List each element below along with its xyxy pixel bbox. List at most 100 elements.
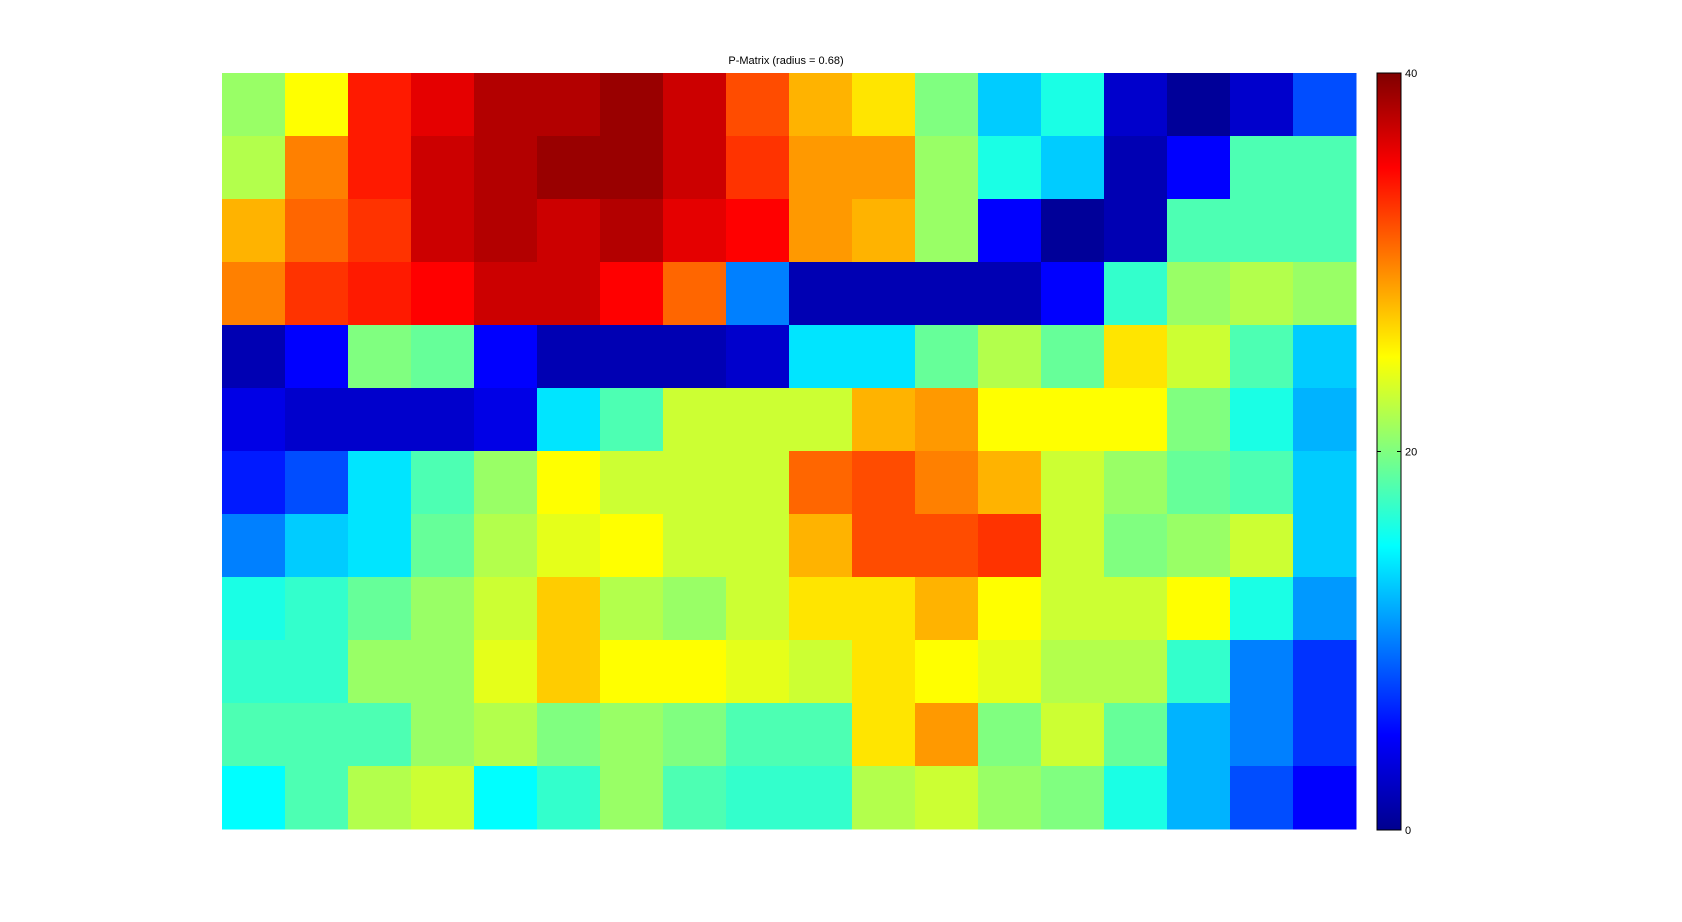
heatmap-cell bbox=[915, 262, 979, 326]
heatmap-cell bbox=[915, 73, 979, 137]
heatmap-cell bbox=[1230, 577, 1294, 641]
heatmap-cell bbox=[222, 388, 286, 452]
heatmap-cell bbox=[852, 325, 916, 389]
heatmap-cell bbox=[600, 388, 664, 452]
heatmap-cell bbox=[1167, 703, 1231, 767]
heatmap-cell bbox=[600, 73, 664, 137]
heatmap-cell bbox=[537, 73, 601, 137]
heatmap-cell bbox=[1041, 136, 1105, 200]
heatmap-cell bbox=[663, 640, 727, 704]
heatmap-cell bbox=[222, 577, 286, 641]
heatmap-cell bbox=[222, 703, 286, 767]
heatmap-cell bbox=[348, 514, 412, 578]
heatmap-cell bbox=[1104, 388, 1168, 452]
heatmap-cell bbox=[1041, 199, 1105, 263]
heatmap-cell bbox=[726, 199, 790, 263]
heatmap-cell bbox=[1104, 766, 1168, 830]
heatmap-cell bbox=[663, 388, 727, 452]
heatmap-cell bbox=[915, 451, 979, 515]
heatmap-cell bbox=[852, 640, 916, 704]
heatmap-cell bbox=[1230, 766, 1294, 830]
heatmap-cell bbox=[474, 136, 538, 200]
heatmap-cell bbox=[726, 703, 790, 767]
heatmap-cell bbox=[978, 514, 1042, 578]
heatmap-cell bbox=[1230, 262, 1294, 326]
heatmap-cell bbox=[789, 514, 853, 578]
colorbar-tick-label: 0 bbox=[1405, 825, 1411, 837]
heatmap-cell bbox=[285, 388, 349, 452]
heatmap-cell bbox=[726, 766, 790, 830]
heatmap-cell bbox=[600, 766, 664, 830]
heatmap-cell bbox=[348, 451, 412, 515]
heatmap-cell bbox=[1167, 325, 1231, 389]
heatmap-cell bbox=[348, 73, 412, 137]
heatmap-cell bbox=[789, 136, 853, 200]
heatmap-cell bbox=[726, 577, 790, 641]
heatmap-cell bbox=[600, 136, 664, 200]
heatmap-cell bbox=[474, 640, 538, 704]
heatmap-cell bbox=[1041, 703, 1105, 767]
heatmap-cell bbox=[600, 514, 664, 578]
heatmap-cell bbox=[1041, 766, 1105, 830]
heatmap-cell bbox=[222, 451, 286, 515]
heatmap-cell bbox=[600, 325, 664, 389]
heatmap-cell bbox=[789, 577, 853, 641]
heatmap-cell bbox=[789, 640, 853, 704]
heatmap-cell bbox=[726, 388, 790, 452]
heatmap-cell bbox=[978, 388, 1042, 452]
heatmap-cell bbox=[1167, 388, 1231, 452]
heatmap-cell bbox=[1293, 766, 1357, 830]
heatmap-cell bbox=[1167, 136, 1231, 200]
heatmap-cell bbox=[600, 199, 664, 263]
heatmap-cell bbox=[222, 640, 286, 704]
heatmap-cell bbox=[978, 262, 1042, 326]
heatmap-cell bbox=[474, 577, 538, 641]
heatmap-cell bbox=[1230, 703, 1294, 767]
heatmap-grid bbox=[222, 73, 1357, 830]
heatmap-cell bbox=[411, 514, 475, 578]
heatmap-cell bbox=[852, 388, 916, 452]
heatmap-cell bbox=[852, 262, 916, 326]
heatmap-cell bbox=[726, 451, 790, 515]
heatmap-cell bbox=[1293, 640, 1357, 704]
heatmap-cell bbox=[1167, 451, 1231, 515]
heatmap-cell bbox=[1230, 388, 1294, 452]
heatmap-cell bbox=[285, 640, 349, 704]
heatmap-cell bbox=[537, 577, 601, 641]
heatmap-cell bbox=[726, 262, 790, 326]
heatmap-cell bbox=[474, 388, 538, 452]
heatmap-cell bbox=[789, 262, 853, 326]
heatmap-cell bbox=[348, 199, 412, 263]
heatmap-cell bbox=[285, 703, 349, 767]
heatmap-cell bbox=[411, 451, 475, 515]
heatmap-cell bbox=[1041, 73, 1105, 137]
heatmap-cell bbox=[222, 73, 286, 137]
heatmap-cell bbox=[348, 136, 412, 200]
heatmap-cell bbox=[915, 325, 979, 389]
heatmap-cell bbox=[285, 73, 349, 137]
heatmap-cell bbox=[1167, 577, 1231, 641]
heatmap-cell bbox=[1104, 514, 1168, 578]
heatmap-cell bbox=[411, 388, 475, 452]
heatmap-cell bbox=[474, 199, 538, 263]
heatmap-cell bbox=[915, 136, 979, 200]
heatmap-cell bbox=[1041, 388, 1105, 452]
heatmap-cell bbox=[915, 703, 979, 767]
heatmap-cell bbox=[285, 262, 349, 326]
heatmap-cell bbox=[348, 640, 412, 704]
heatmap-cell bbox=[915, 766, 979, 830]
heatmap-cell bbox=[222, 766, 286, 830]
heatmap-cell bbox=[1104, 136, 1168, 200]
heatmap-cell bbox=[663, 766, 727, 830]
heatmap-cell bbox=[600, 640, 664, 704]
heatmap-cell bbox=[978, 136, 1042, 200]
heatmap-cell bbox=[726, 325, 790, 389]
heatmap-cell bbox=[915, 577, 979, 641]
heatmap-cell bbox=[663, 199, 727, 263]
heatmap-cell bbox=[663, 325, 727, 389]
colorbar-tick-label: 40 bbox=[1405, 68, 1417, 80]
heatmap-cell bbox=[1293, 136, 1357, 200]
heatmap-cell bbox=[222, 136, 286, 200]
heatmap-cell bbox=[537, 514, 601, 578]
heatmap-cell bbox=[1104, 73, 1168, 137]
